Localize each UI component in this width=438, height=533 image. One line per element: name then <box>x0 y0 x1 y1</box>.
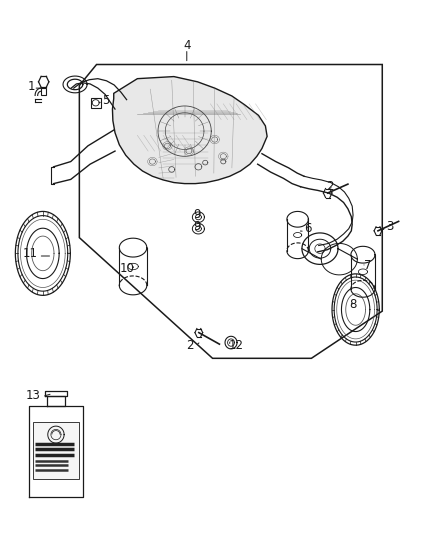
Text: 3: 3 <box>386 220 393 233</box>
Text: 11: 11 <box>23 247 38 261</box>
Text: 10: 10 <box>120 262 134 274</box>
Text: 13: 13 <box>26 389 41 401</box>
Text: 7: 7 <box>364 259 372 272</box>
Text: 2: 2 <box>326 180 334 193</box>
Bar <box>41 88 46 95</box>
Text: 2: 2 <box>187 338 194 352</box>
Text: 5: 5 <box>102 94 110 107</box>
Text: 4: 4 <box>183 38 191 52</box>
Polygon shape <box>113 77 267 183</box>
Text: 9: 9 <box>194 220 201 232</box>
Text: 1: 1 <box>28 80 35 93</box>
Bar <box>91 98 101 108</box>
Text: 6: 6 <box>304 222 311 235</box>
Text: 12: 12 <box>229 338 244 352</box>
Bar <box>32 422 79 479</box>
Text: 9: 9 <box>194 207 201 221</box>
Text: 8: 8 <box>349 298 357 311</box>
